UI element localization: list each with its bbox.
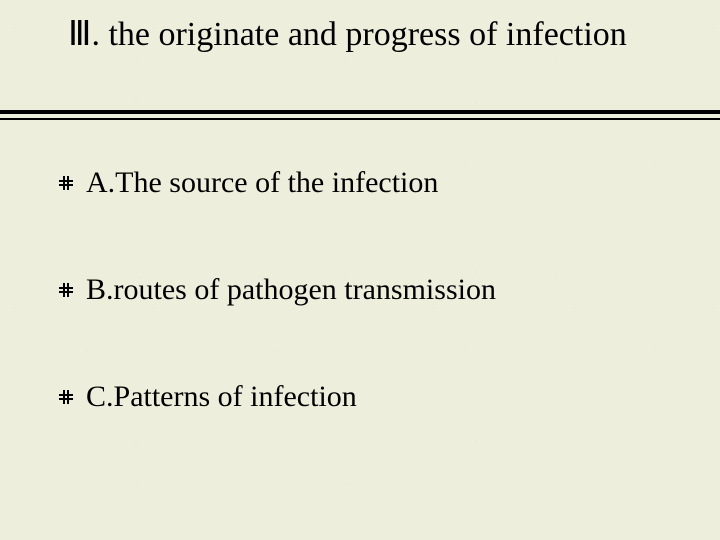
bullet-label: B.routes of pathogen transmission	[86, 273, 496, 306]
bullet-label: C.Patterns of infection	[86, 380, 357, 413]
slide-title-block: Ⅲ. the originate and progress of infecti…	[0, 0, 640, 67]
list-item: C.Patterns of infection	[58, 380, 496, 413]
hash-square-icon	[58, 282, 74, 298]
title-divider-thin	[0, 118, 720, 120]
hash-square-icon	[58, 175, 74, 191]
title-divider-thick	[0, 110, 720, 114]
list-item: B.routes of pathogen transmission	[58, 273, 496, 306]
list-item: A.The source of the infection	[58, 166, 496, 199]
bullet-label: A.The source of the infection	[86, 166, 438, 199]
bullet-list: A.The source of the infection B.routes o…	[58, 166, 496, 413]
slide-title: Ⅲ. the originate and progress of infecti…	[68, 14, 640, 57]
hash-square-icon	[58, 389, 74, 405]
